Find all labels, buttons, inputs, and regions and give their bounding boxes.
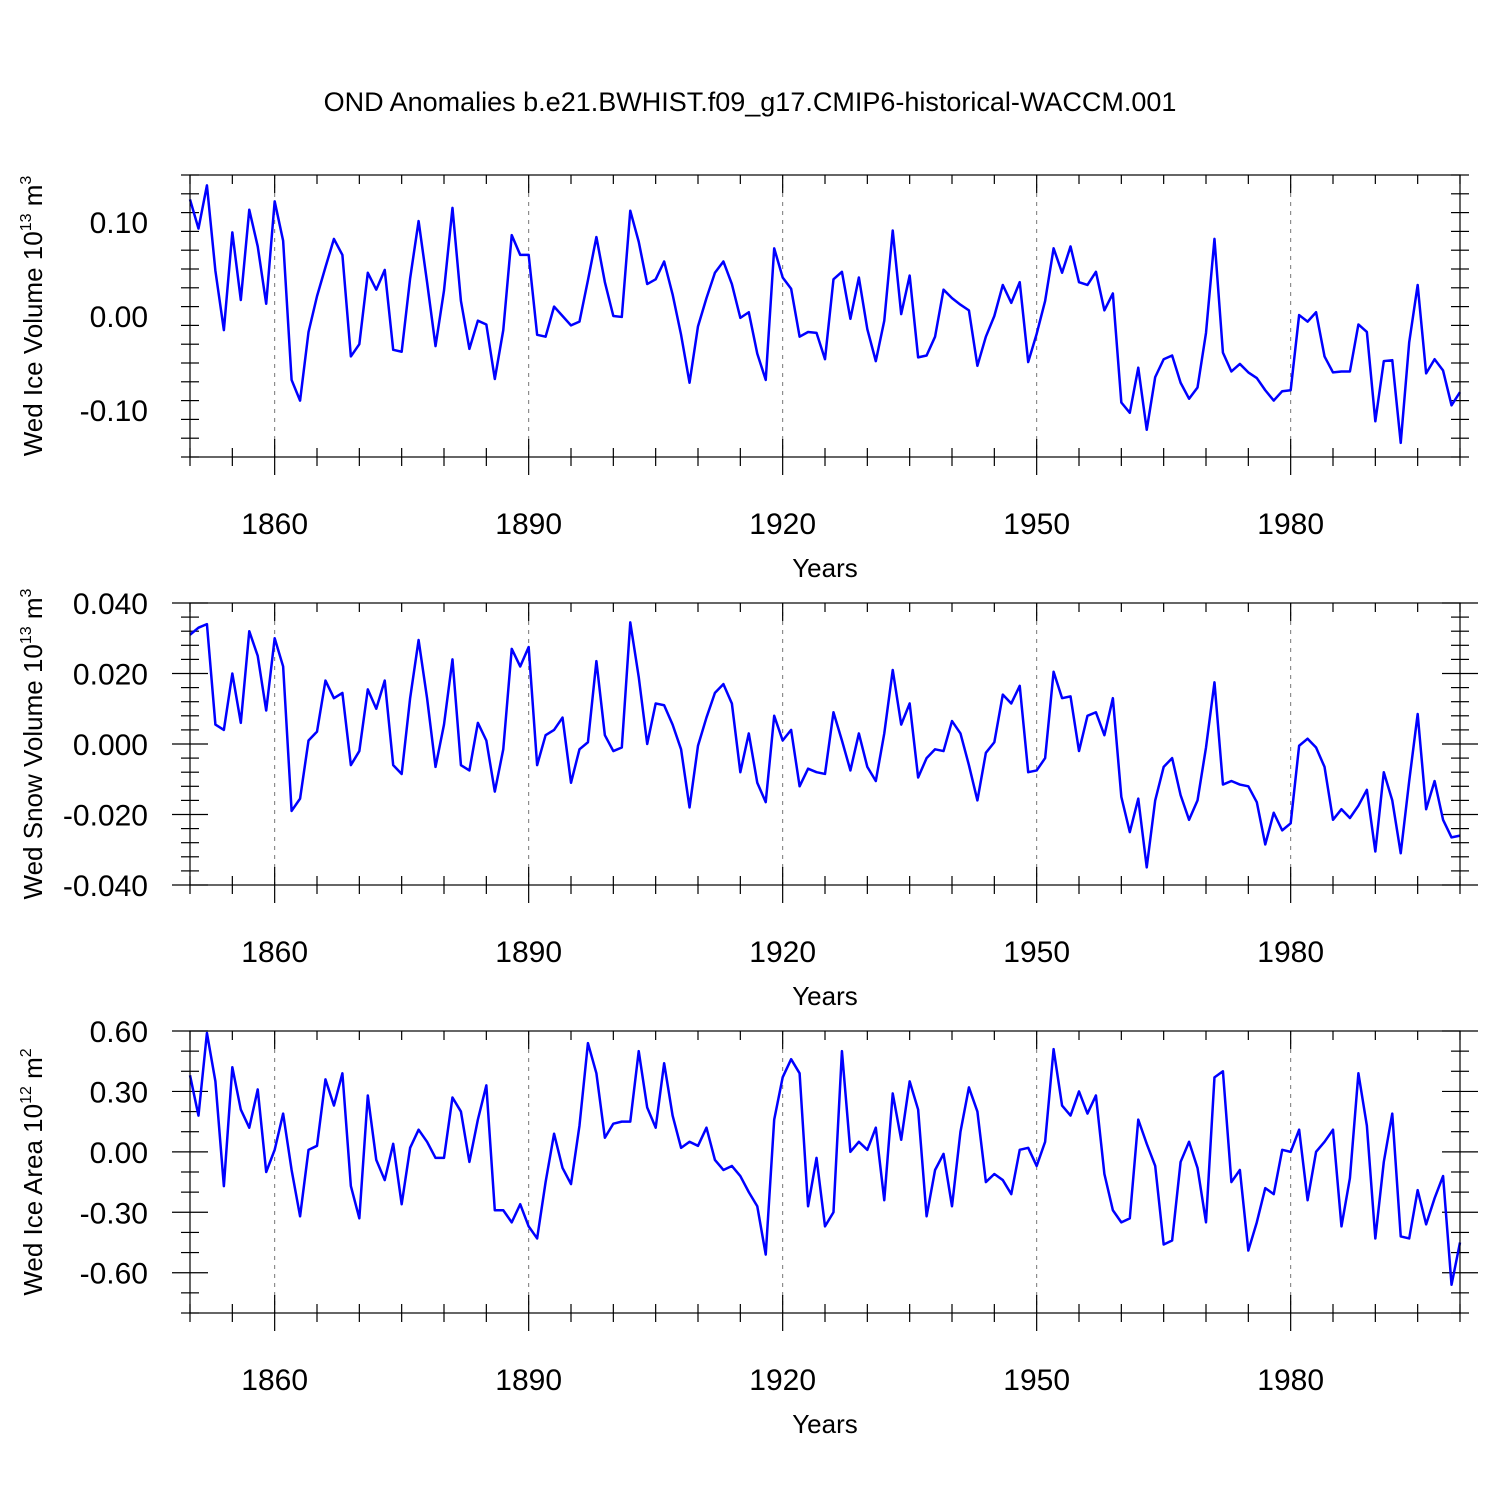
y-axis-label-exponent: 13 [18,626,35,644]
x-tick-label: 1950 [1003,936,1070,969]
y-tick-label: 0.60 [90,1016,148,1049]
y-axis-label-unit-exponent: 3 [18,176,35,185]
y-axis-label-unit: m [18,185,48,214]
x-tick-label: 1890 [495,936,562,969]
y-tick-label: -0.020 [63,800,148,833]
x-axis-label: Years [792,553,858,583]
y-axis-label: Wed Ice Volume 1013 m3 [18,176,48,457]
figure-title: OND Anomalies b.e21.BWHIST.f09_g17.CMIP6… [324,87,1177,117]
y-tick-label: 0.30 [90,1076,148,1109]
x-tick-label: 1920 [749,936,816,969]
x-tick-label: 1860 [241,1364,308,1397]
x-tick-label: 1890 [495,508,562,541]
x-tick-label: 1950 [1003,508,1070,541]
y-axis-label-main: Wed Ice Area 10 [18,1104,48,1296]
x-tick-label: 1890 [495,1364,562,1397]
y-tick-label: 0.00 [90,1137,148,1170]
x-tick-label: 1980 [1257,936,1324,969]
x-tick-label: 1950 [1003,1364,1070,1397]
y-tick-label: 0.10 [90,207,148,240]
y-axis-label-main: Wed Snow Volume 10 [18,644,48,899]
y-tick-label: -0.10 [80,395,148,428]
data-series-line [189,621,1461,869]
panel-2: 0.040 0.020 0.000 -0.020 -0.040 1860 1890 1920 1… [18,588,1478,1011]
y-axis-label-unit: m [18,597,48,626]
y-axis-label-unit: m [18,1057,48,1086]
y-axis-label-exponent: 12 [18,1086,35,1104]
y-tick-label: 0.00 [90,301,148,334]
y-tick-label: 0.040 [73,588,148,621]
panel-3: 0.60 0.30 0.00 -0.30 -0.60 1860 1890 1920 1950 19… [18,1016,1478,1439]
x-axis-label: Years [792,1409,858,1439]
x-tick-label: 1980 [1257,1364,1324,1397]
y-tick-label: -0.60 [80,1258,148,1291]
y-axis-label-exponent: 13 [18,213,35,231]
x-axis-label: Years [792,981,858,1011]
panels: 0.10 0.00 -0.10 1860 1890 1920 1950 1980 Years We… [18,174,1478,1439]
plot-frame [189,174,1461,458]
x-tick-label: 1980 [1257,508,1324,541]
y-tick-label: -0.040 [63,870,148,903]
x-tick-label: 1860 [241,508,308,541]
y-axis-label-unit-exponent: 3 [18,588,35,597]
y-tick-label: 0.000 [73,729,148,762]
y-axis-label-main: Wed Ice Volume 10 [18,231,48,456]
data-series-line [188,1031,1462,1287]
y-axis-label: Wed Ice Area 1012 m2 [18,1048,48,1295]
data-series-line [188,184,1462,445]
x-tick-label: 1860 [241,936,308,969]
y-axis-label: Wed Snow Volume 1013 m3 [18,588,48,899]
plot-frame [189,1030,1461,1314]
panel-1: 0.10 0.00 -0.10 1860 1890 1920 1950 1980 Years We… [18,174,1469,583]
plot-frame [189,602,1461,886]
y-tick-label: 0.020 [73,659,148,692]
x-tick-label: 1920 [749,1364,816,1397]
y-tick-label: -0.30 [80,1197,148,1230]
y-axis-label-unit-exponent: 2 [18,1048,35,1057]
x-tick-label: 1920 [749,508,816,541]
